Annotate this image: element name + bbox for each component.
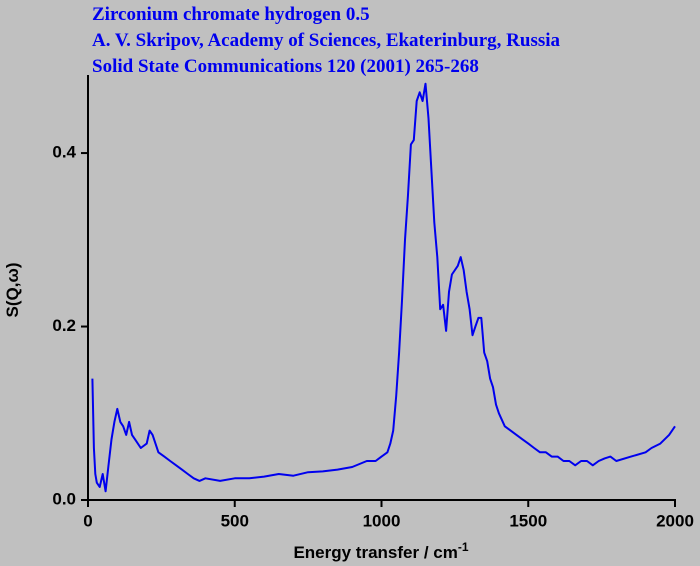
y-tick-label: 0.0 bbox=[52, 489, 76, 508]
x-tick-label: 2000 bbox=[656, 511, 694, 530]
y-tick-label: 0.4 bbox=[52, 143, 76, 162]
x-axis-label: Energy transfer / cm-1 bbox=[293, 540, 468, 562]
y-axis-label: S(Q,ω) bbox=[3, 263, 22, 318]
x-tick-label: 1000 bbox=[363, 511, 401, 530]
data-line bbox=[91, 82, 676, 493]
x-tick-label: 500 bbox=[221, 511, 249, 530]
x-label-sup: -1 bbox=[458, 540, 469, 554]
x-tick-label: 1500 bbox=[509, 511, 547, 530]
x-tick-label: 0 bbox=[83, 511, 92, 530]
title-line: A. V. Skripov, Academy of Sciences, Ekat… bbox=[92, 30, 561, 51]
title-line: Zirconium chromate hydrogen 0.5 bbox=[92, 4, 370, 25]
y-tick-label: 0.2 bbox=[52, 316, 76, 335]
title-line: Solid State Communications 120 (2001) 26… bbox=[92, 56, 479, 77]
x-label-text: Energy transfer / cm bbox=[293, 543, 457, 562]
